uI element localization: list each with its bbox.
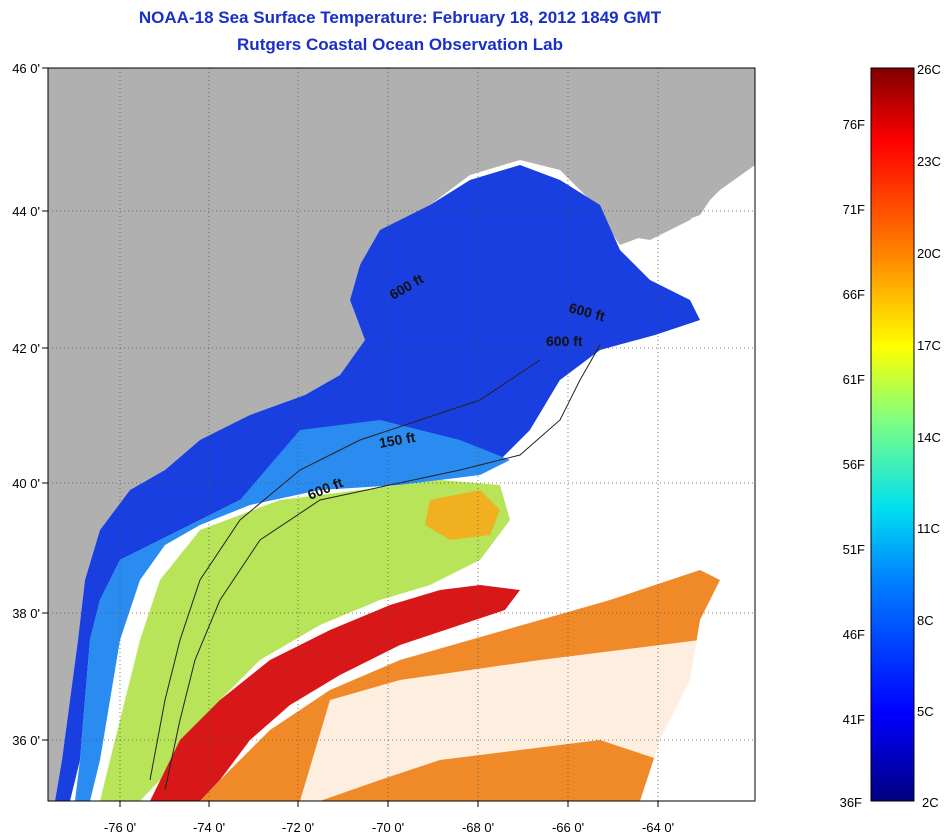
shelf-water xyxy=(75,420,510,801)
lon-label: -76 0' xyxy=(104,820,136,835)
contour-label: 150 ft xyxy=(378,429,417,451)
celsius-label: 23C xyxy=(917,154,941,169)
colorbar: 26C 23C 20C 17C 14C 11C 8C 5C 2C 76F 71F… xyxy=(840,62,941,810)
colorbar-fahrenheit-labels: 76F 71F 66F 61F 56F 51F 46F 41F 36F xyxy=(840,117,865,810)
map-subtitle: Rutgers Coastal Ocean Observation Lab xyxy=(237,35,563,54)
fahrenheit-label: 36F xyxy=(840,795,862,810)
contour-line-150ft xyxy=(149,359,541,781)
celsius-label: 8C xyxy=(917,613,934,628)
lon-label: -72 0' xyxy=(282,820,314,835)
map-panel xyxy=(48,68,755,801)
fahrenheit-label: 61F xyxy=(843,372,865,387)
lat-label: 44 0' xyxy=(12,204,40,219)
colorbar-scale xyxy=(870,67,915,802)
lat-label: 38 0' xyxy=(12,606,40,621)
lon-label: -70 0' xyxy=(372,820,404,835)
fahrenheit-label: 66F xyxy=(843,287,865,302)
fahrenheit-label: 76F xyxy=(843,117,865,132)
celsius-label: 26C xyxy=(917,62,941,77)
lon-label: -74 0' xyxy=(193,820,225,835)
latitude-labels: 46 0' 44 0' 42 0' 40 0' 38 0' 36 0' xyxy=(12,61,40,748)
celsius-label: 17C xyxy=(917,338,941,353)
fahrenheit-label: 71F xyxy=(843,202,865,217)
contour-label: 600 ft xyxy=(546,333,583,349)
lat-label: 40 0' xyxy=(12,476,40,491)
axis-ticks xyxy=(42,67,659,807)
lat-label: 42 0' xyxy=(12,341,40,356)
map-frame xyxy=(47,67,756,802)
fahrenheit-label: 51F xyxy=(843,542,865,557)
fahrenheit-label: 56F xyxy=(843,457,865,472)
contour-line-600ft xyxy=(164,344,601,791)
lat-label: 46 0' xyxy=(12,61,40,76)
celsius-label: 11C xyxy=(917,521,940,536)
fahrenheit-label: 41F xyxy=(843,712,865,727)
land-cape-breton xyxy=(600,110,755,240)
gulf-stream xyxy=(150,585,520,801)
lon-label: -66 0' xyxy=(552,820,584,835)
lon-label: -64 0' xyxy=(642,820,674,835)
cold-coastal-water xyxy=(55,165,700,801)
celsius-label: 5C xyxy=(917,704,934,719)
lon-label: -68 0' xyxy=(462,820,494,835)
land-mass xyxy=(48,68,755,801)
celsius-label: 14C xyxy=(917,430,941,445)
warm-eddy xyxy=(425,490,500,540)
map-title: NOAA-18 Sea Surface Temperature: Februar… xyxy=(138,8,662,27)
colorbar-celsius-labels: 26C 23C 20C 17C 14C 11C 8C 5C 2C xyxy=(917,62,941,810)
celsius-label: 2C xyxy=(922,795,939,810)
celsius-label: 20C xyxy=(917,246,941,261)
cloud-south xyxy=(300,630,755,801)
cloud-cover xyxy=(505,300,755,600)
lat-label: 36 0' xyxy=(12,733,40,748)
longitude-labels: -76 0' -74 0' -72 0' -70 0' -68 0' -66 0… xyxy=(104,820,674,835)
fahrenheit-label: 46F xyxy=(843,627,865,642)
